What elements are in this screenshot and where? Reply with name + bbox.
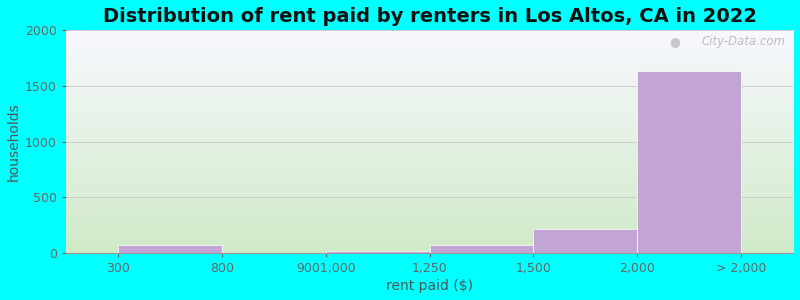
Bar [118,244,222,253]
Title: Distribution of rent paid by renters in Los Altos, CA in 2022: Distribution of rent paid by renters in … [102,7,757,26]
Text: City-Data.com: City-Data.com [702,35,786,48]
X-axis label: rent paid ($): rent paid ($) [386,279,473,293]
Y-axis label: households: households [7,102,21,181]
Text: ●: ● [670,35,680,48]
Bar [534,229,638,253]
Bar [430,244,534,253]
Bar [326,251,430,253]
Bar [638,71,741,253]
